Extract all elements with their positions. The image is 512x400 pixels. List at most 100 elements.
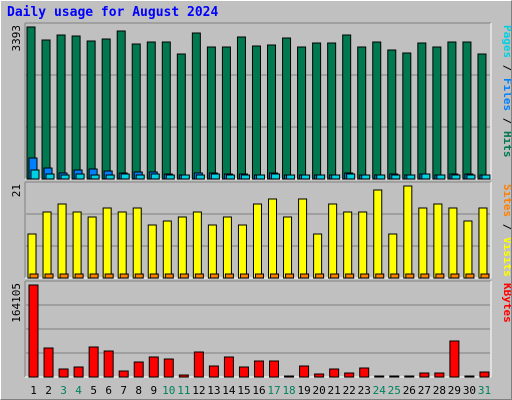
x-tick-label: 24 xyxy=(373,384,387,397)
bar-pages xyxy=(481,174,491,180)
bar-visits xyxy=(283,216,293,279)
bar-hits xyxy=(342,34,352,180)
x-tick-label: 8 xyxy=(135,384,142,397)
bar-kbytes xyxy=(103,350,114,378)
bar-hits xyxy=(86,40,96,180)
bar-sites xyxy=(104,273,114,279)
bar-sites xyxy=(224,273,234,279)
bar-kbytes xyxy=(434,372,445,378)
bar-kbytes xyxy=(178,374,189,378)
bar-pages xyxy=(45,173,55,180)
legend-item-files: Files xyxy=(501,78,511,111)
bar-pages xyxy=(150,173,160,180)
bar-pages xyxy=(195,174,205,180)
bar-pages xyxy=(60,174,70,180)
bar-kbytes xyxy=(329,368,340,378)
bar-sites xyxy=(89,273,99,279)
bar-kbytes xyxy=(419,372,430,378)
bar-visits xyxy=(27,233,37,279)
x-tick-label: 15 xyxy=(237,384,250,397)
legend-separator: / xyxy=(501,217,511,237)
bar-pages xyxy=(240,174,250,180)
bar-sites xyxy=(194,273,204,279)
bar-hits xyxy=(116,30,126,180)
bar-hits xyxy=(191,32,201,180)
bar-hits xyxy=(71,35,81,180)
x-tick-label: 25 xyxy=(388,384,401,397)
panel-0-y-max-label: 3393 xyxy=(10,25,23,52)
bar-pages xyxy=(451,174,461,180)
bar-visits xyxy=(478,207,488,279)
legend-separator: / xyxy=(501,111,511,131)
bar-visits xyxy=(463,220,473,279)
legend-item-sites: Sites xyxy=(501,184,511,217)
bar-sites xyxy=(435,273,445,279)
bar-kbytes xyxy=(389,375,400,378)
bar-sites xyxy=(179,273,189,279)
bar-hits xyxy=(41,39,51,180)
bar-visits xyxy=(222,216,232,279)
bar-visits xyxy=(388,233,398,279)
bar-pages xyxy=(316,174,326,180)
bar-sites xyxy=(164,273,174,279)
bar-kbytes xyxy=(43,347,54,378)
x-tick-label: 29 xyxy=(448,384,461,397)
x-tick-label: 22 xyxy=(343,384,356,397)
bar-pages xyxy=(286,174,296,180)
bar-sites xyxy=(480,273,490,279)
bar-sites xyxy=(345,273,355,279)
legend-item-hits: Hits xyxy=(501,131,511,158)
bar-pages xyxy=(180,174,190,180)
legend-item-pages: Pages xyxy=(501,25,511,58)
bar-kbytes xyxy=(314,373,325,378)
bar-visits xyxy=(192,211,202,279)
bar-sites xyxy=(239,273,249,279)
bar-sites xyxy=(254,273,264,279)
bar-kbytes xyxy=(133,361,144,378)
bar-hits xyxy=(387,49,397,180)
bar-sites xyxy=(465,273,475,279)
bar-hits xyxy=(26,26,36,180)
bar-visits xyxy=(237,224,247,279)
bar-sites xyxy=(285,273,295,279)
bar-sites xyxy=(420,273,430,279)
bar-hits xyxy=(462,41,472,180)
chart-title: Daily usage for August 2024 xyxy=(7,5,219,20)
bar-visits xyxy=(42,211,52,279)
bar-pages xyxy=(75,173,85,180)
bar-hits xyxy=(101,38,111,180)
bar-kbytes xyxy=(238,366,249,378)
x-tick-label: 18 xyxy=(282,384,295,397)
bar-kbytes xyxy=(58,368,69,378)
bar-kbytes xyxy=(374,375,385,378)
x-tick-label: 19 xyxy=(297,384,310,397)
bar-pages xyxy=(376,174,386,180)
x-tick-label: 21 xyxy=(328,384,341,397)
bar-hits xyxy=(432,46,442,180)
bar-pages xyxy=(135,174,145,180)
bar-hits xyxy=(56,34,66,180)
bar-visits xyxy=(268,198,278,279)
bar-visits xyxy=(313,233,323,279)
bar-kbytes xyxy=(449,340,460,378)
bar-hits xyxy=(131,43,141,180)
bar-hits xyxy=(477,53,487,180)
bar-kbytes xyxy=(359,367,370,378)
bar-kbytes xyxy=(163,358,174,378)
bar-visits xyxy=(328,203,338,279)
x-tick-label: 23 xyxy=(358,384,371,397)
bar-pages xyxy=(301,174,311,180)
bar-kbytes xyxy=(148,356,159,378)
bar-kbytes xyxy=(344,372,355,378)
x-tick-label: 14 xyxy=(222,384,236,397)
bar-pages xyxy=(105,174,115,180)
bar-kbytes xyxy=(223,356,234,378)
bar-visits xyxy=(298,198,308,279)
bar-sites xyxy=(74,273,84,279)
bar-sites xyxy=(209,273,219,279)
bar-hits xyxy=(447,41,457,180)
x-tick-label: 26 xyxy=(403,384,416,397)
bar-hits xyxy=(312,42,322,180)
bar-pages xyxy=(210,173,220,180)
